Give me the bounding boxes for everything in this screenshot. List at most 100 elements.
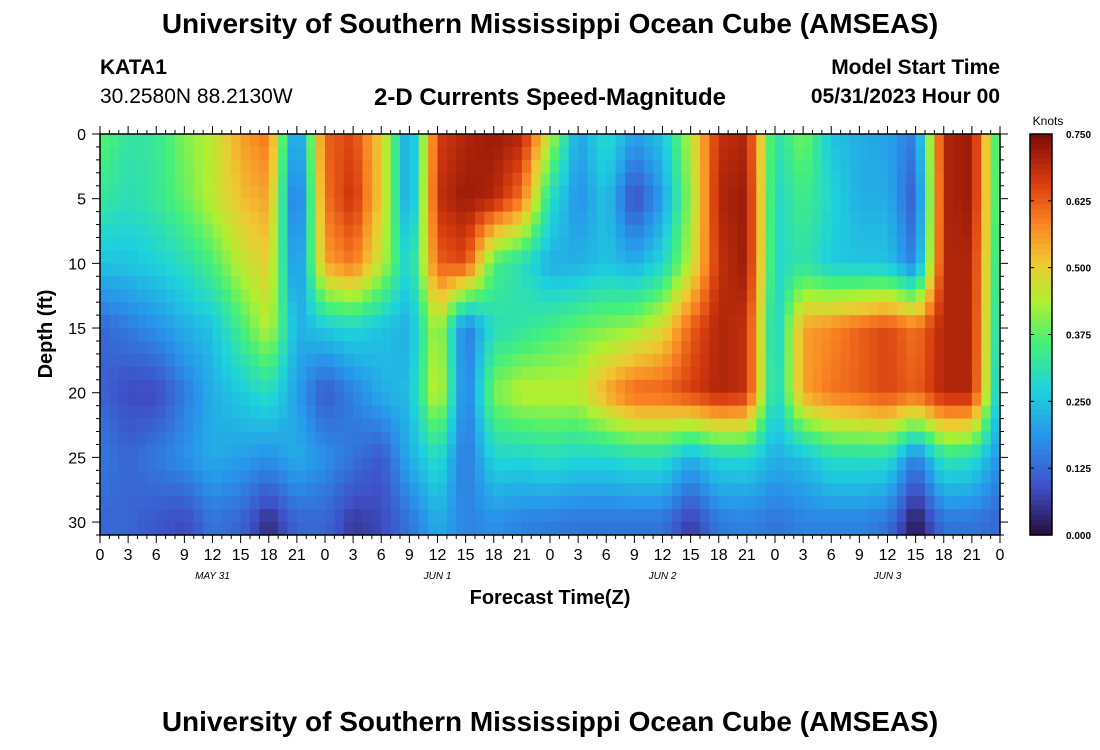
heatmap-cell — [953, 302, 964, 316]
heatmap-cell — [306, 224, 317, 239]
heatmap-cell — [381, 237, 392, 252]
x-tick-label: 9 — [405, 547, 414, 564]
heatmap-cell — [765, 340, 776, 355]
heatmap-cell — [850, 470, 860, 484]
heatmap-cell — [756, 470, 767, 484]
heatmap-cell — [615, 522, 626, 535]
heatmap-cell — [615, 483, 626, 497]
heatmap-cell — [212, 379, 223, 394]
heatmap-cell — [981, 211, 992, 226]
heatmap-cell — [175, 418, 185, 433]
heatmap-cell — [446, 289, 457, 303]
heatmap-cell — [231, 237, 242, 252]
heatmap-cell — [475, 444, 485, 458]
heatmap-cell — [943, 134, 954, 148]
heatmap-cell — [915, 250, 926, 264]
colorbar-swatch — [1030, 529, 1052, 536]
heatmap-cell — [512, 496, 523, 510]
heatmap-cell — [812, 431, 823, 446]
heatmap-cell — [353, 457, 364, 471]
heatmap-cell — [278, 172, 289, 187]
heatmap-cell — [456, 211, 467, 226]
heatmap-cell — [521, 159, 532, 174]
heatmap-cell — [193, 159, 204, 174]
heatmap-cell — [765, 263, 776, 277]
heatmap-cell — [568, 522, 579, 535]
heatmap-cell — [193, 483, 204, 497]
heatmap-cell — [681, 444, 692, 458]
heatmap-cell — [962, 263, 973, 277]
heatmap-cell — [428, 224, 439, 239]
heatmap-cell — [850, 431, 860, 446]
heatmap-cell — [418, 328, 429, 342]
heatmap-cell — [175, 509, 185, 523]
heatmap-cell — [559, 146, 570, 161]
heatmap-cell — [653, 457, 664, 471]
heatmap-cell — [596, 302, 607, 316]
heatmap-cell — [746, 211, 757, 226]
heatmap-cell — [521, 237, 532, 252]
heatmap-cell — [343, 418, 354, 433]
heatmap-cell — [943, 444, 954, 458]
heatmap-cell — [109, 418, 120, 433]
heatmap-cell — [756, 509, 767, 523]
heatmap-cell — [971, 315, 982, 329]
heatmap-cell — [446, 483, 457, 497]
heatmap-cell — [578, 470, 589, 484]
heatmap-cell — [821, 134, 832, 148]
colorbar-swatch — [1030, 404, 1052, 411]
heatmap-cell — [390, 198, 401, 213]
heatmap-cell — [765, 418, 776, 433]
heatmap-cell — [765, 483, 776, 497]
heatmap-cell — [428, 172, 439, 187]
heatmap-cell — [287, 444, 298, 458]
heatmap-cell — [803, 444, 814, 458]
heatmap-cell — [456, 146, 467, 161]
heatmap-cell — [728, 405, 739, 420]
heatmap-cell — [362, 340, 373, 355]
heatmap-cell — [906, 263, 917, 277]
heatmap-cell — [896, 353, 907, 368]
heatmap-cell — [793, 470, 804, 484]
heatmap-cell — [531, 340, 542, 355]
heatmap-cell — [512, 470, 523, 484]
heatmap-cell — [793, 237, 804, 252]
heatmap-cell — [118, 134, 129, 148]
heatmap-cell — [568, 250, 579, 264]
heatmap-cell — [184, 470, 195, 484]
heatmap-cell — [212, 496, 223, 510]
heatmap-cell — [596, 237, 607, 252]
heatmap-cell — [371, 379, 382, 394]
heatmap-cell — [250, 159, 260, 174]
heatmap-cell — [475, 263, 485, 277]
heatmap-cell — [128, 328, 139, 342]
heatmap-cell — [484, 405, 495, 420]
heatmap-cell — [859, 134, 870, 148]
heatmap-cell — [840, 185, 851, 200]
heatmap-cell — [456, 392, 467, 407]
heatmap-cell — [953, 315, 964, 329]
heatmap-cell — [221, 509, 232, 523]
heatmap-cell — [934, 366, 945, 381]
heatmap-cell — [146, 496, 157, 510]
colorbar-swatch — [1030, 184, 1052, 190]
colorbar-swatch — [1030, 144, 1052, 150]
heatmap-cell — [775, 340, 785, 355]
heatmap-cell — [653, 302, 664, 316]
heatmap-cell — [981, 496, 992, 510]
heatmap-cell — [193, 211, 204, 226]
y-tick-label: 15 — [68, 321, 86, 338]
heatmap-cell — [981, 146, 992, 161]
colorbar-swatch — [1030, 364, 1052, 371]
heatmap-cell — [353, 470, 364, 484]
heatmap-cell — [165, 392, 176, 407]
heatmap-cell — [990, 418, 1000, 433]
heatmap-cell — [803, 185, 814, 200]
heatmap-cell — [784, 328, 795, 342]
heatmap-cell — [175, 392, 185, 407]
heatmap-cell — [812, 522, 823, 535]
heatmap-cell — [878, 237, 889, 252]
heatmap-cell — [550, 224, 560, 239]
heatmap-cell — [718, 315, 729, 329]
heatmap-cell — [203, 509, 214, 523]
